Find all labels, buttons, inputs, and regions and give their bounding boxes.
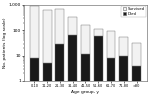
Legend: Survived, Died: Survived, Died xyxy=(121,6,146,17)
Bar xyxy=(68,17,77,35)
Bar xyxy=(94,29,103,36)
Bar xyxy=(30,58,39,97)
Bar xyxy=(106,58,116,97)
Bar xyxy=(132,43,141,66)
Bar xyxy=(106,31,116,58)
Bar xyxy=(56,44,64,97)
Y-axis label: No. patients (log scale): No. patients (log scale) xyxy=(3,18,8,68)
Bar xyxy=(43,63,52,97)
Bar xyxy=(43,10,52,63)
Bar xyxy=(68,35,77,97)
Bar xyxy=(81,25,90,54)
Bar xyxy=(132,66,141,97)
Bar xyxy=(94,36,103,97)
Bar xyxy=(56,9,64,44)
X-axis label: Age group, y: Age group, y xyxy=(72,90,99,94)
Bar xyxy=(119,56,128,97)
Bar xyxy=(119,37,128,56)
Bar xyxy=(30,6,39,58)
Bar xyxy=(81,54,90,97)
